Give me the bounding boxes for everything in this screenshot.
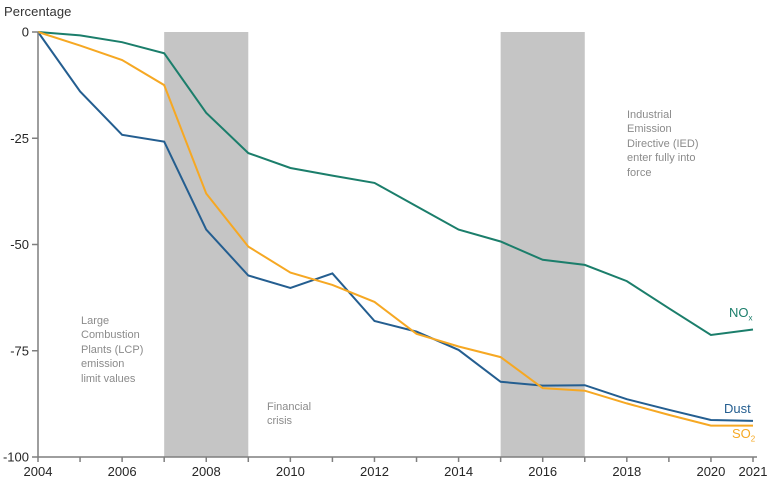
annotation-lcp: Large Combustion Plants (LCP) emission l… xyxy=(81,315,144,385)
x-tick-label: 2008 xyxy=(192,464,221,479)
series-label-so2: SO2 xyxy=(732,426,755,444)
highlight-band-lcp xyxy=(164,32,249,457)
annotation-ied: Industrial Emission Directive (IED) ente… xyxy=(627,109,699,179)
x-tick-label: 2006 xyxy=(108,464,137,479)
series-line-nox xyxy=(37,31,754,337)
series-label-so2-text: SO xyxy=(732,426,751,441)
y-tick-label: -25 xyxy=(10,131,29,146)
series-line-so2 xyxy=(37,31,753,427)
series-label-nox-text: NO xyxy=(729,305,749,320)
x-tick-label: 2018 xyxy=(612,464,641,479)
series-label-so2-sub: 2 xyxy=(750,434,756,444)
series-label-dust: Dust xyxy=(724,401,751,419)
x-tick-label: 2021 xyxy=(739,464,768,479)
y-tick-label: -75 xyxy=(10,343,29,358)
series-label-nox-sub: x xyxy=(748,313,753,323)
annotation-financial-crisis: Financial crisis xyxy=(267,401,312,428)
x-tick-label: 2014 xyxy=(444,464,473,479)
series-label-dust-text: Dust xyxy=(724,401,751,416)
y-tick-label: 0 xyxy=(22,25,29,40)
y-axis-title: Percentage xyxy=(4,4,72,19)
x-tick-label: 2012 xyxy=(360,464,389,479)
y-tick-label: -50 xyxy=(10,237,29,252)
series-label-nox: NOx xyxy=(729,305,753,323)
y-tick-label: -100 xyxy=(3,450,29,465)
x-tick-label: 2016 xyxy=(528,464,557,479)
x-tick-label: 2020 xyxy=(696,464,725,479)
series-line-dust xyxy=(37,31,754,422)
x-tick-label: 2010 xyxy=(276,464,305,479)
highlight-band-ied xyxy=(500,32,585,457)
x-tick-label: 2004 xyxy=(24,464,53,479)
